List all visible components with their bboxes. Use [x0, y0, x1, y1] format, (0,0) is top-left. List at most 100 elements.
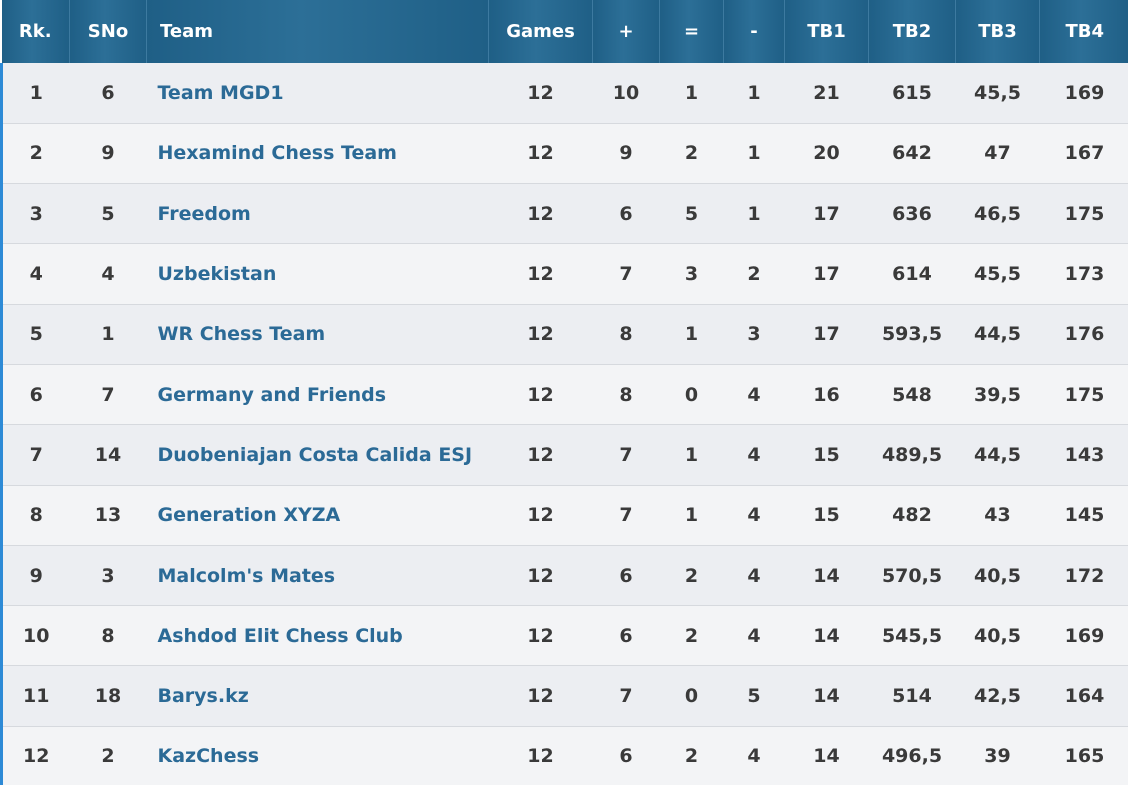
table-row: 3 5 Freedom 12 6 5 1 17 636 46,5 175	[0, 183, 1128, 245]
header-team[interactable]: Team	[146, 0, 489, 63]
table-row: 10 8 Ashdod Elit Chess Club 12 6 2 4 14 545,5 40,…	[0, 605, 1128, 667]
sno-cell: 9	[69, 123, 147, 185]
table-row: 11 18 Barys.kz 12 7 0 5 14 514 42,5 164	[0, 665, 1128, 727]
losses-cell: 4	[723, 364, 785, 426]
draws-cell: 2	[659, 605, 724, 667]
tb2-cell: 496,5	[868, 726, 956, 785]
wins-cell: 7	[592, 665, 660, 727]
tb4-cell: 165	[1039, 726, 1128, 785]
draws-cell: 3	[659, 243, 724, 305]
team-name-link[interactable]: Malcolm's Mates	[157, 564, 336, 587]
wins-cell: 8	[592, 304, 660, 365]
team-name-link[interactable]: Uzbekistan	[157, 263, 277, 286]
tb2-cell: 570,5	[868, 545, 956, 607]
header-rank[interactable]: Rk.	[1, 0, 70, 63]
team-name-link[interactable]: Team MGD1	[157, 81, 284, 104]
tb4-cell: 176	[1039, 304, 1128, 365]
wins-cell: 7	[592, 485, 660, 546]
tb1-cell: 17	[784, 243, 869, 305]
wins-cell: 6	[592, 545, 660, 607]
team-name-link[interactable]: Duobeniajan Costa Calida ESJ	[157, 443, 473, 466]
header-wins[interactable]: +	[592, 0, 660, 63]
games-cell: 12	[488, 665, 593, 727]
losses-cell: 1	[723, 183, 785, 245]
tb2-cell: 593,5	[868, 304, 956, 365]
table-row: 2 9 Hexamind Chess Team 12 9 2 1 20 642 47 167	[0, 123, 1128, 185]
table-row: 9 3 Malcolm's Mates 12 6 2 4 14 570,5 40,5 172	[0, 545, 1128, 607]
tb2-cell: 482	[868, 485, 956, 546]
tb4-cell: 169	[1039, 63, 1128, 124]
wins-cell: 9	[592, 123, 660, 185]
team-name-link[interactable]: Generation XYZA	[157, 504, 341, 527]
games-cell: 12	[488, 123, 593, 185]
sno-cell: 7	[69, 364, 147, 426]
team-cell: WR Chess Team	[146, 304, 489, 365]
tb1-cell: 15	[784, 485, 869, 546]
tb2-cell: 548	[868, 364, 956, 426]
sno-cell: 5	[69, 183, 147, 245]
losses-cell: 4	[723, 485, 785, 546]
header-losses[interactable]: -	[723, 0, 785, 63]
tb4-cell: 175	[1039, 183, 1128, 245]
draws-cell: 0	[659, 364, 724, 426]
table-row: 6 7 Germany and Friends 12 8 0 4 16 548 39,5 175	[0, 364, 1128, 426]
header-sno[interactable]: SNo	[69, 0, 147, 63]
tb3-cell: 45,5	[955, 243, 1040, 305]
losses-cell: 2	[723, 243, 785, 305]
header-tb2[interactable]: TB2	[868, 0, 956, 63]
team-name-link[interactable]: WR Chess Team	[157, 323, 326, 346]
header-tb4[interactable]: TB4	[1039, 0, 1128, 63]
standings-body: 1 6 Team MGD1 12 10 1 1 21 615 45,5 169 2 9 Hexamind …	[0, 63, 1128, 785]
team-cell: Duobeniajan Costa Calida ESJ	[146, 424, 489, 486]
games-cell: 12	[488, 485, 593, 546]
draws-cell: 2	[659, 726, 724, 785]
team-name-link[interactable]: KazChess	[157, 745, 260, 768]
games-cell: 12	[488, 183, 593, 245]
tb1-cell: 15	[784, 424, 869, 486]
tb2-cell: 514	[868, 665, 956, 727]
team-cell: Freedom	[146, 183, 489, 245]
header-row: Rk. SNo Team Games + = - TB1 TB2 TB3 TB4	[1, 0, 1128, 63]
sno-cell: 6	[69, 63, 147, 124]
header-draws[interactable]: =	[659, 0, 724, 63]
header-tb3[interactable]: TB3	[955, 0, 1040, 63]
rank-cell: 10	[0, 605, 70, 667]
tb2-cell: 615	[868, 63, 956, 124]
losses-cell: 1	[723, 63, 785, 124]
rank-cell: 4	[0, 243, 70, 305]
tb1-cell: 16	[784, 364, 869, 426]
tb1-cell: 17	[784, 304, 869, 365]
tb3-cell: 40,5	[955, 545, 1040, 607]
rank-cell: 6	[0, 364, 70, 426]
wins-cell: 7	[592, 424, 660, 486]
tb3-cell: 40,5	[955, 605, 1040, 667]
draws-cell: 2	[659, 545, 724, 607]
losses-cell: 4	[723, 545, 785, 607]
team-name-link[interactable]: Germany and Friends	[157, 383, 387, 406]
team-name-link[interactable]: Hexamind Chess Team	[157, 142, 397, 165]
rank-cell: 8	[0, 485, 70, 546]
wins-cell: 6	[592, 183, 660, 245]
tb1-cell: 14	[784, 545, 869, 607]
games-cell: 12	[488, 424, 593, 486]
team-cell: Generation XYZA	[146, 485, 489, 546]
team-name-link[interactable]: Ashdod Elit Chess Club	[157, 624, 403, 647]
sno-cell: 8	[69, 605, 147, 667]
games-cell: 12	[488, 243, 593, 305]
wins-cell: 6	[592, 726, 660, 785]
tb3-cell: 43	[955, 485, 1040, 546]
tb3-cell: 46,5	[955, 183, 1040, 245]
team-name-link[interactable]: Barys.kz	[157, 685, 249, 708]
losses-cell: 1	[723, 123, 785, 185]
rank-cell: 9	[0, 545, 70, 607]
tb4-cell: 175	[1039, 364, 1128, 426]
header-tb1[interactable]: TB1	[784, 0, 869, 63]
tb2-cell: 636	[868, 183, 956, 245]
sno-cell: 14	[69, 424, 147, 486]
games-cell: 12	[488, 726, 593, 785]
team-name-link[interactable]: Freedom	[157, 202, 251, 225]
losses-cell: 3	[723, 304, 785, 365]
header-games[interactable]: Games	[488, 0, 593, 63]
tb2-cell: 545,5	[868, 605, 956, 667]
table-row: 7 14 Duobeniajan Costa Calida ESJ 12 7 1 4 15 48…	[0, 424, 1128, 486]
